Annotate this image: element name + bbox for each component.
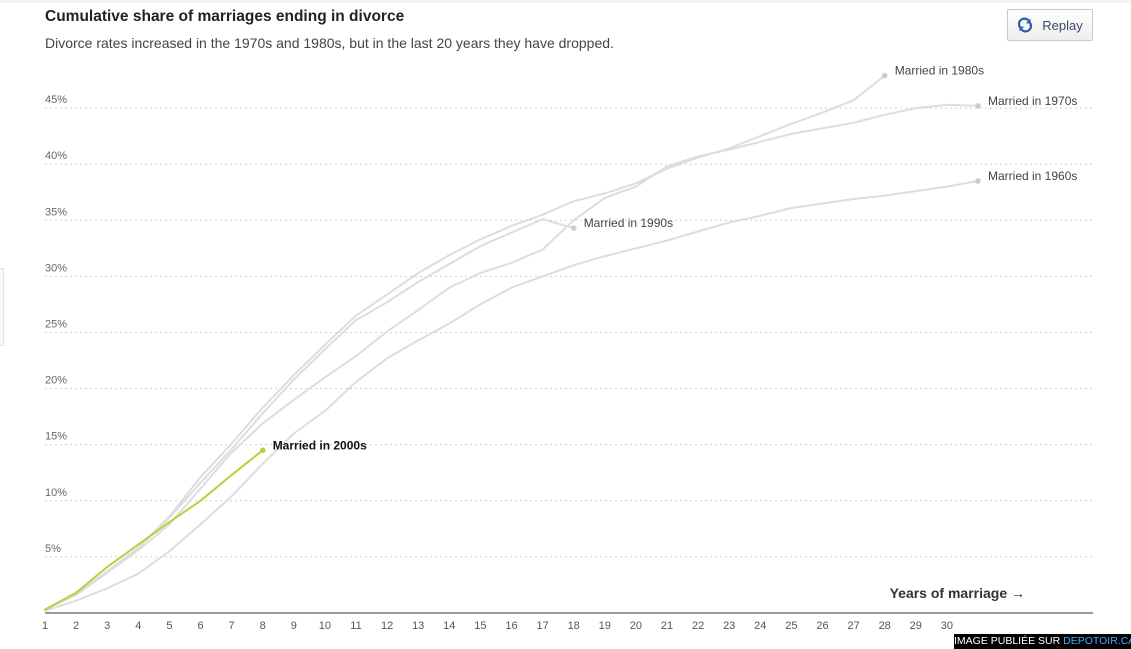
x-tick-label: 2 [73,620,79,632]
series-lines [44,72,981,612]
series-label-married-in-2000s: Married in 2000s [273,438,367,452]
series-end-point-married-in-2000s[interactable] [259,447,266,454]
x-tick-label: 1 [42,620,48,632]
series-end-point-married-in-1980s[interactable] [881,72,888,79]
x-axis-label: Years of marriage → [890,585,1025,601]
x-tick-label: 17 [536,620,548,632]
series-line-married-in-1970s[interactable] [44,103,979,611]
y-tick-label: 20% [45,375,67,387]
series-label-married-in-1980s: Married in 1980s [895,64,984,78]
series-line-married-in-1960s[interactable] [44,180,979,612]
replay-label[interactable]: Replay [1042,17,1083,33]
x-tick-label: 9 [291,620,297,632]
y-tick-label: 5% [45,543,61,555]
x-tick-label: 12 [381,620,393,632]
watermark: IMAGE PUBLIÉE SUR DEPOTOIR.CA [954,634,1131,649]
series-end-point-married-in-1990s[interactable] [570,225,577,231]
x-tick-label: 19 [599,620,611,632]
series-label-married-in-1960s: Married in 1960s [988,169,1077,183]
x-tick-label: 25 [785,620,797,632]
x-tick-label: 11 [350,620,361,632]
x-tick-label: 16 [505,620,517,632]
x-tick-label: 7 [229,620,235,632]
gridlines [45,107,1093,558]
y-tick-labels: 5% 10% 15% 20% 25% 30% 35% 40% 45% [45,94,67,555]
x-tick-label: 24 [754,620,766,632]
x-tick-label: 3 [104,620,110,632]
y-tick-label: 45% [45,94,67,106]
chart-title: Cumulative share of marriages ending in … [45,8,405,25]
x-tick-label: 27 [847,620,859,632]
series-line-married-in-2000s[interactable] [44,449,264,611]
x-tick-label: 8 [260,620,266,632]
replay-icon [1018,17,1033,33]
x-tick-label: 30 [941,620,953,632]
series-end-point-married-in-1960s[interactable] [975,178,981,184]
y-tick-label: 10% [45,487,67,499]
series-end-point-married-in-1970s[interactable] [975,103,981,109]
series-line-married-in-1990s[interactable] [44,218,575,611]
x-tick-label: 10 [319,620,331,632]
x-tick-label: 21 [661,620,673,632]
y-tick-label: 15% [45,431,67,443]
x-tick-label: 20 [630,620,642,632]
x-tick-label: 6 [197,620,203,632]
x-tick-label: 23 [723,620,735,632]
series-label-married-in-1970s: Married in 1970s [988,94,1077,108]
x-tick-label: 28 [879,620,891,632]
x-tick-label: 14 [443,620,455,632]
series-line-married-in-1980s[interactable] [44,74,886,611]
y-tick-label: 40% [45,150,67,162]
x-tick-label: 22 [692,620,704,632]
side-panel-tab[interactable] [0,268,4,346]
x-tick-label: 4 [135,620,141,632]
y-tick-label: 35% [45,206,67,218]
top-border-strip [0,0,1131,3]
watermark-site[interactable]: DEPOTOIR.CA [1063,635,1131,647]
y-tick-label: 25% [45,319,67,331]
series-label-married-in-1990s: Married in 1990s [584,216,673,230]
x-tick-label: 26 [816,620,828,632]
x-tick-label: 5 [166,620,172,632]
x-tick-label: 13 [412,620,424,632]
y-tick-label: 30% [45,262,67,274]
chart-subtitle: Divorce rates increased in the 1970s and… [45,35,614,51]
replay-button[interactable]: Replay [1007,9,1093,41]
x-tick-label: 18 [568,620,580,632]
series-end-labels: Married in 1960s Married in 1970s Married … [273,64,1078,453]
x-tick-label: 29 [910,620,922,632]
watermark-prefix: IMAGE PUBLIÉE SUR [954,635,1064,647]
x-tick-labels: 1 2 3 4 5 6 7 8 9 10 11 12 13 14 15 16 17 18 19 20 21 22 23 24 2… [42,620,953,632]
x-tick-label: 15 [474,620,486,632]
